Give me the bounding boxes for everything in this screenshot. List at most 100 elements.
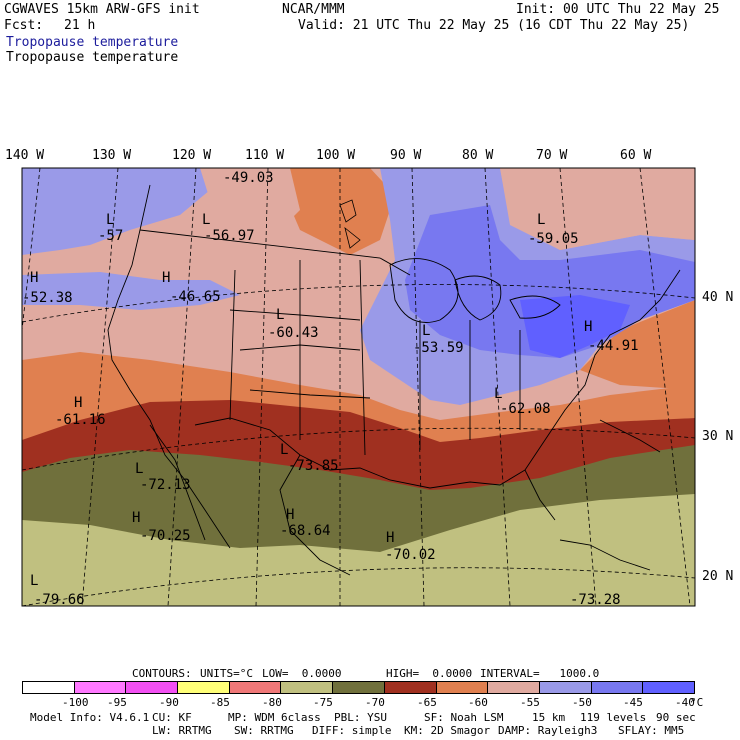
lat-label: 30 N (702, 429, 734, 444)
colorbar-label: -85 (210, 696, 230, 709)
time-step: 90 sec (656, 711, 696, 724)
center-type: L (202, 212, 211, 228)
colorbar-swatch (539, 682, 592, 693)
graticule (22, 168, 695, 606)
colorbar-label: -75 (313, 696, 333, 709)
colorbar-swatch (643, 682, 694, 693)
center-value: -59.05 (528, 231, 579, 247)
colorbar-swatch (74, 682, 127, 693)
center-value: -61.16 (55, 412, 106, 428)
terrain-marks (339, 199, 361, 249)
colorbar-swatch (591, 682, 644, 693)
model-title: CGWAVES 15km ARW-GFS init (4, 2, 200, 17)
colorbar-swatch (333, 682, 385, 693)
colorbar-label: -90 (159, 696, 179, 709)
colorbar-swatch (488, 682, 540, 693)
center-value: -56.97 (204, 228, 255, 244)
contours-low: LOW= 0.0000 (262, 667, 342, 680)
center-value: -60.43 (268, 325, 319, 341)
center-type: H (30, 270, 39, 286)
colorbar-label: -95 (107, 696, 127, 709)
damping: DAMP: Rayleigh3 (498, 724, 598, 737)
lon-label: 100 W (316, 148, 356, 163)
center-value: -57 (98, 228, 124, 244)
colorbar-swatch (178, 682, 230, 693)
km-option: KM: 2D Smagor (404, 724, 491, 737)
center-type: H (132, 510, 141, 526)
lat-label: 40 N (702, 290, 734, 305)
lon-label: 110 W (245, 148, 285, 163)
center-value: -46.65 (170, 289, 221, 305)
colorbar-label: -50 (572, 696, 592, 709)
microphysics-scheme: MP: WDM 6class (228, 711, 321, 724)
colorbar-swatch (384, 682, 437, 693)
center-value: -73.85 (288, 458, 339, 474)
colorbar-label: -100 (62, 696, 89, 709)
field-title-fill: Tropopause temperature (6, 35, 179, 50)
center-type: L (30, 573, 39, 589)
model-info: Model Info: V4.6.1 (30, 711, 150, 724)
cumulus-scheme: CU: KF (152, 711, 192, 724)
center-value: -70.25 (140, 528, 191, 544)
colorbar-unit: °C (690, 696, 704, 709)
center-type: L (537, 212, 546, 228)
colorbar-label: -65 (417, 696, 437, 709)
lat-label: 20 N (702, 569, 734, 584)
surface-scheme: SF: Noah LSM (424, 711, 504, 724)
colorbar-swatch (436, 682, 489, 693)
diffusion: DIFF: simple (312, 724, 392, 737)
center-value: -79.66 (34, 592, 85, 608)
colorbar-swatch (23, 682, 75, 693)
coastlines-and-borders (107, 184, 681, 576)
lon-label: 120 W (172, 148, 212, 163)
contours-label: CONTOURS: (132, 667, 192, 680)
center-value: -68.64 (280, 523, 331, 539)
colorbar-swatch (126, 682, 179, 693)
lon-label: 70 W (536, 148, 568, 163)
center-value: -52.38 (22, 290, 73, 306)
lon-label: 140 W (5, 148, 45, 163)
lon-label: 60 W (620, 148, 652, 163)
colorbar-label: -55 (520, 696, 540, 709)
contours-high: HIGH= 0.0000 (386, 667, 473, 680)
center-type: L (135, 461, 144, 477)
colorbar-label: -60 (468, 696, 488, 709)
colorbar-label: -45 (623, 696, 643, 709)
organization: NCAR/MMM (282, 2, 345, 17)
center-value: -72.13 (140, 477, 191, 493)
center-type: H (286, 507, 295, 523)
contours-interval: INTERVAL= 1000.0 (480, 667, 600, 680)
field-title-contour: Tropopause temperature (6, 50, 179, 65)
colorbar-swatch (229, 682, 282, 693)
colorbar-label: -40 (675, 696, 695, 709)
center-type: H (74, 395, 83, 411)
forecast-hour: 21 h (64, 18, 96, 33)
vertical-levels: 119 levels (580, 711, 647, 724)
center-type: L (422, 323, 431, 339)
valid-time: Valid: 21 UTC Thu 22 May 25 (16 CDT Thu … (298, 18, 690, 33)
contours-units: UNITS=°C (200, 667, 253, 680)
colorbar-label: -70 (365, 696, 385, 709)
surface-layer: SFLAY: MM5 (618, 724, 685, 737)
center-value: -73.28 (570, 592, 621, 608)
lon-label: 130 W (92, 148, 132, 163)
pbl-scheme: PBL: YSU (334, 711, 387, 724)
colorbar (22, 681, 695, 694)
center-value: -44.91 (588, 338, 639, 354)
lon-label: 90 W (390, 148, 422, 163)
center-type: L (106, 212, 115, 228)
shortwave-scheme: SW: RRTMG (234, 724, 294, 737)
center-type: L (276, 307, 285, 323)
colorbar-label: -80 (262, 696, 282, 709)
center-value: -49.03 (223, 170, 274, 186)
longwave-scheme: LW: RRTMG (152, 724, 212, 737)
grid-spacing: 15 km (532, 711, 566, 724)
center-type: H (386, 530, 395, 546)
center-type: H (162, 270, 171, 286)
center-type: H (584, 319, 593, 335)
init-time: Init: 00 UTC Thu 22 May 25 (516, 2, 720, 17)
center-type: L (280, 442, 289, 458)
map-frame (21, 167, 696, 607)
center-value: -62.08 (500, 401, 551, 417)
